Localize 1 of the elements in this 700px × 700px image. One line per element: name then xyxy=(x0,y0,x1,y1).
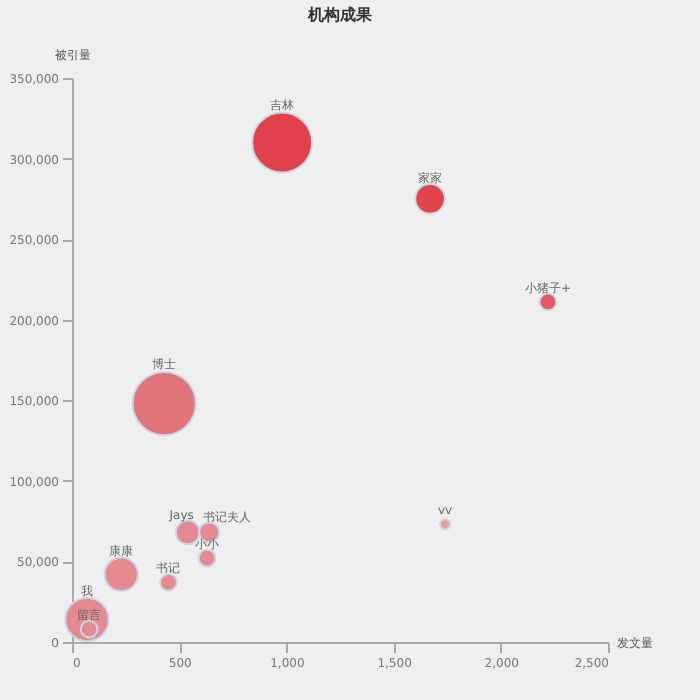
chart-title: 机构成果 xyxy=(306,6,374,24)
